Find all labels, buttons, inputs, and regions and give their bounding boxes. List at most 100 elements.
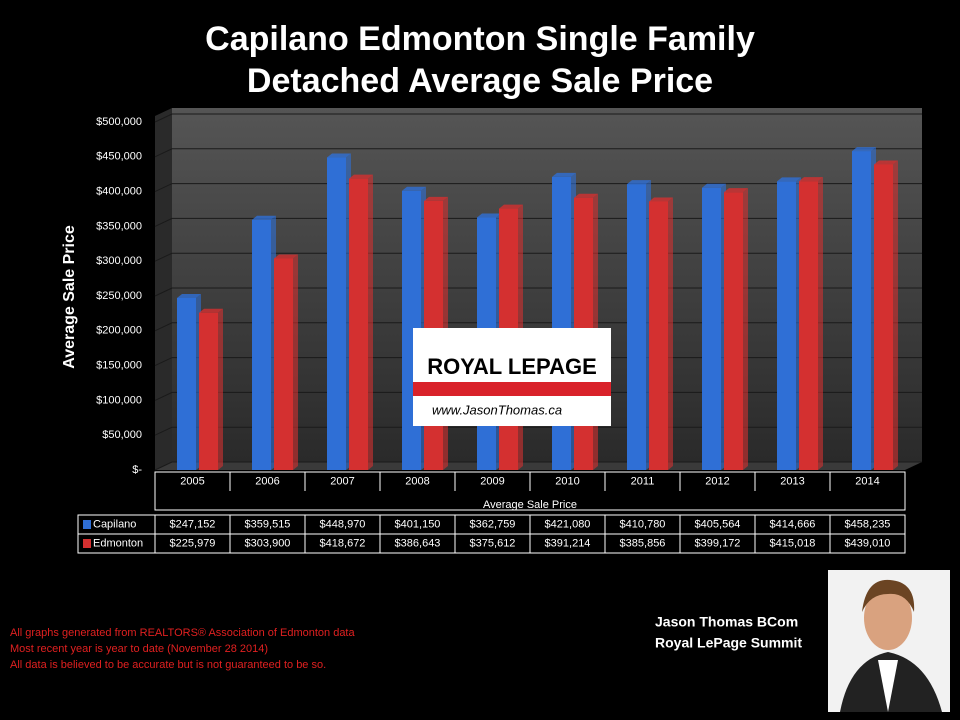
bar xyxy=(327,157,346,470)
bar-side xyxy=(218,308,223,470)
table-value: $359,515 xyxy=(245,518,291,530)
bar-group xyxy=(852,147,876,471)
bar-group xyxy=(874,160,898,470)
table-row xyxy=(77,533,906,554)
table-value: $418,672 xyxy=(320,537,366,549)
y-tick-label: $50,000 xyxy=(102,429,142,441)
x-tick-label: 2012 xyxy=(705,475,729,487)
table-value: $405,564 xyxy=(695,518,741,530)
x-tick-label: 2013 xyxy=(780,475,804,487)
legend-swatch xyxy=(83,520,91,529)
bar-top xyxy=(649,197,673,202)
x-tick-label: 2007 xyxy=(330,475,354,487)
x-tick-label: 2008 xyxy=(405,475,429,487)
x-tick-label: 2009 xyxy=(480,475,504,487)
photo-hair xyxy=(862,579,915,612)
bar-top xyxy=(874,160,898,165)
y-tick-label: $450,000 xyxy=(96,151,142,163)
bar xyxy=(852,151,871,471)
logo-stripe xyxy=(413,382,611,396)
bar-side xyxy=(368,174,373,470)
x-axis-label: Average Sale Price xyxy=(483,499,577,511)
bar-top xyxy=(477,213,501,218)
table-value: $391,214 xyxy=(545,537,591,549)
side-wall xyxy=(155,108,172,470)
bar-top xyxy=(799,177,823,182)
bar xyxy=(777,181,796,471)
bar-group xyxy=(649,197,673,471)
bar-group xyxy=(627,180,651,471)
y-tick-label: $150,000 xyxy=(96,360,142,372)
table-value: $399,172 xyxy=(695,537,741,549)
footnote: All data is believed to be accurate but … xyxy=(10,659,326,671)
table-value: $375,612 xyxy=(470,537,516,549)
footnote: All graphs generated from REALTORS® Asso… xyxy=(10,627,355,639)
bar-top xyxy=(252,215,276,220)
legend-label: Capilano xyxy=(93,518,136,530)
bar-group xyxy=(327,153,351,470)
bar-top xyxy=(424,196,448,201)
bar-top xyxy=(327,153,351,158)
bar xyxy=(177,297,196,470)
y-tick-label: $400,000 xyxy=(96,186,142,198)
bar xyxy=(702,187,721,470)
bar-side xyxy=(668,197,673,471)
bar xyxy=(252,219,271,470)
x-tick-label: 2006 xyxy=(255,475,279,487)
table-value: $414,666 xyxy=(770,518,816,530)
y-tick-label: $350,000 xyxy=(96,220,142,232)
bar-group xyxy=(252,215,276,470)
bar xyxy=(627,184,646,471)
table-value: $225,979 xyxy=(170,537,216,549)
bar-top xyxy=(402,186,426,191)
signature: Jason Thomas BCom xyxy=(655,614,798,630)
bar-group xyxy=(274,254,298,470)
y-tick-label: $250,000 xyxy=(96,290,142,302)
bar-top xyxy=(724,188,748,193)
bar xyxy=(874,164,893,470)
bar xyxy=(349,178,368,470)
logo-box xyxy=(413,328,611,426)
bar-group xyxy=(724,188,748,471)
legend-swatch xyxy=(83,539,91,548)
table-value: $415,018 xyxy=(770,537,816,549)
y-axis-label: Average Sale Price xyxy=(61,225,78,369)
bar-group xyxy=(199,308,223,470)
bar xyxy=(274,258,293,470)
table-value: $458,235 xyxy=(845,518,891,530)
photo xyxy=(828,570,950,712)
table-value: $448,970 xyxy=(320,518,366,530)
logo-brand: ROYAL LEPAGE xyxy=(427,354,597,379)
table-value: $362,759 xyxy=(470,518,516,530)
legend-label: Edmonton xyxy=(93,537,143,549)
bar xyxy=(799,181,818,471)
table-value: $439,010 xyxy=(845,537,891,549)
bar-top xyxy=(852,147,876,152)
y-tick-label: $300,000 xyxy=(96,255,142,267)
x-tick-label: 2005 xyxy=(180,475,204,487)
bar-side xyxy=(893,160,898,470)
bar-group xyxy=(702,183,726,470)
photo-face xyxy=(864,586,912,650)
bar-top xyxy=(777,177,801,182)
table-value: $247,152 xyxy=(170,518,216,530)
x-tick-label: 2014 xyxy=(855,475,879,487)
signature: Royal LePage Summit xyxy=(655,635,802,651)
bar-side xyxy=(293,254,298,470)
grid-line xyxy=(154,148,922,158)
y-tick-label: $100,000 xyxy=(96,394,142,406)
y-tick-label: $- xyxy=(132,464,142,476)
table-value: $410,780 xyxy=(620,518,666,530)
chart-title: Capilano Edmonton Single Family Detached… xyxy=(205,20,755,100)
logo: ROYAL LEPAGE www.JasonThomas.ca xyxy=(413,328,611,426)
photo-shirt xyxy=(878,660,898,712)
table-value: $401,150 xyxy=(395,518,441,530)
bar xyxy=(724,192,743,471)
bar-top xyxy=(349,174,373,179)
grid-line xyxy=(154,113,922,123)
bar xyxy=(199,312,218,470)
table-value: $421,080 xyxy=(545,518,591,530)
grid-line xyxy=(154,183,922,193)
